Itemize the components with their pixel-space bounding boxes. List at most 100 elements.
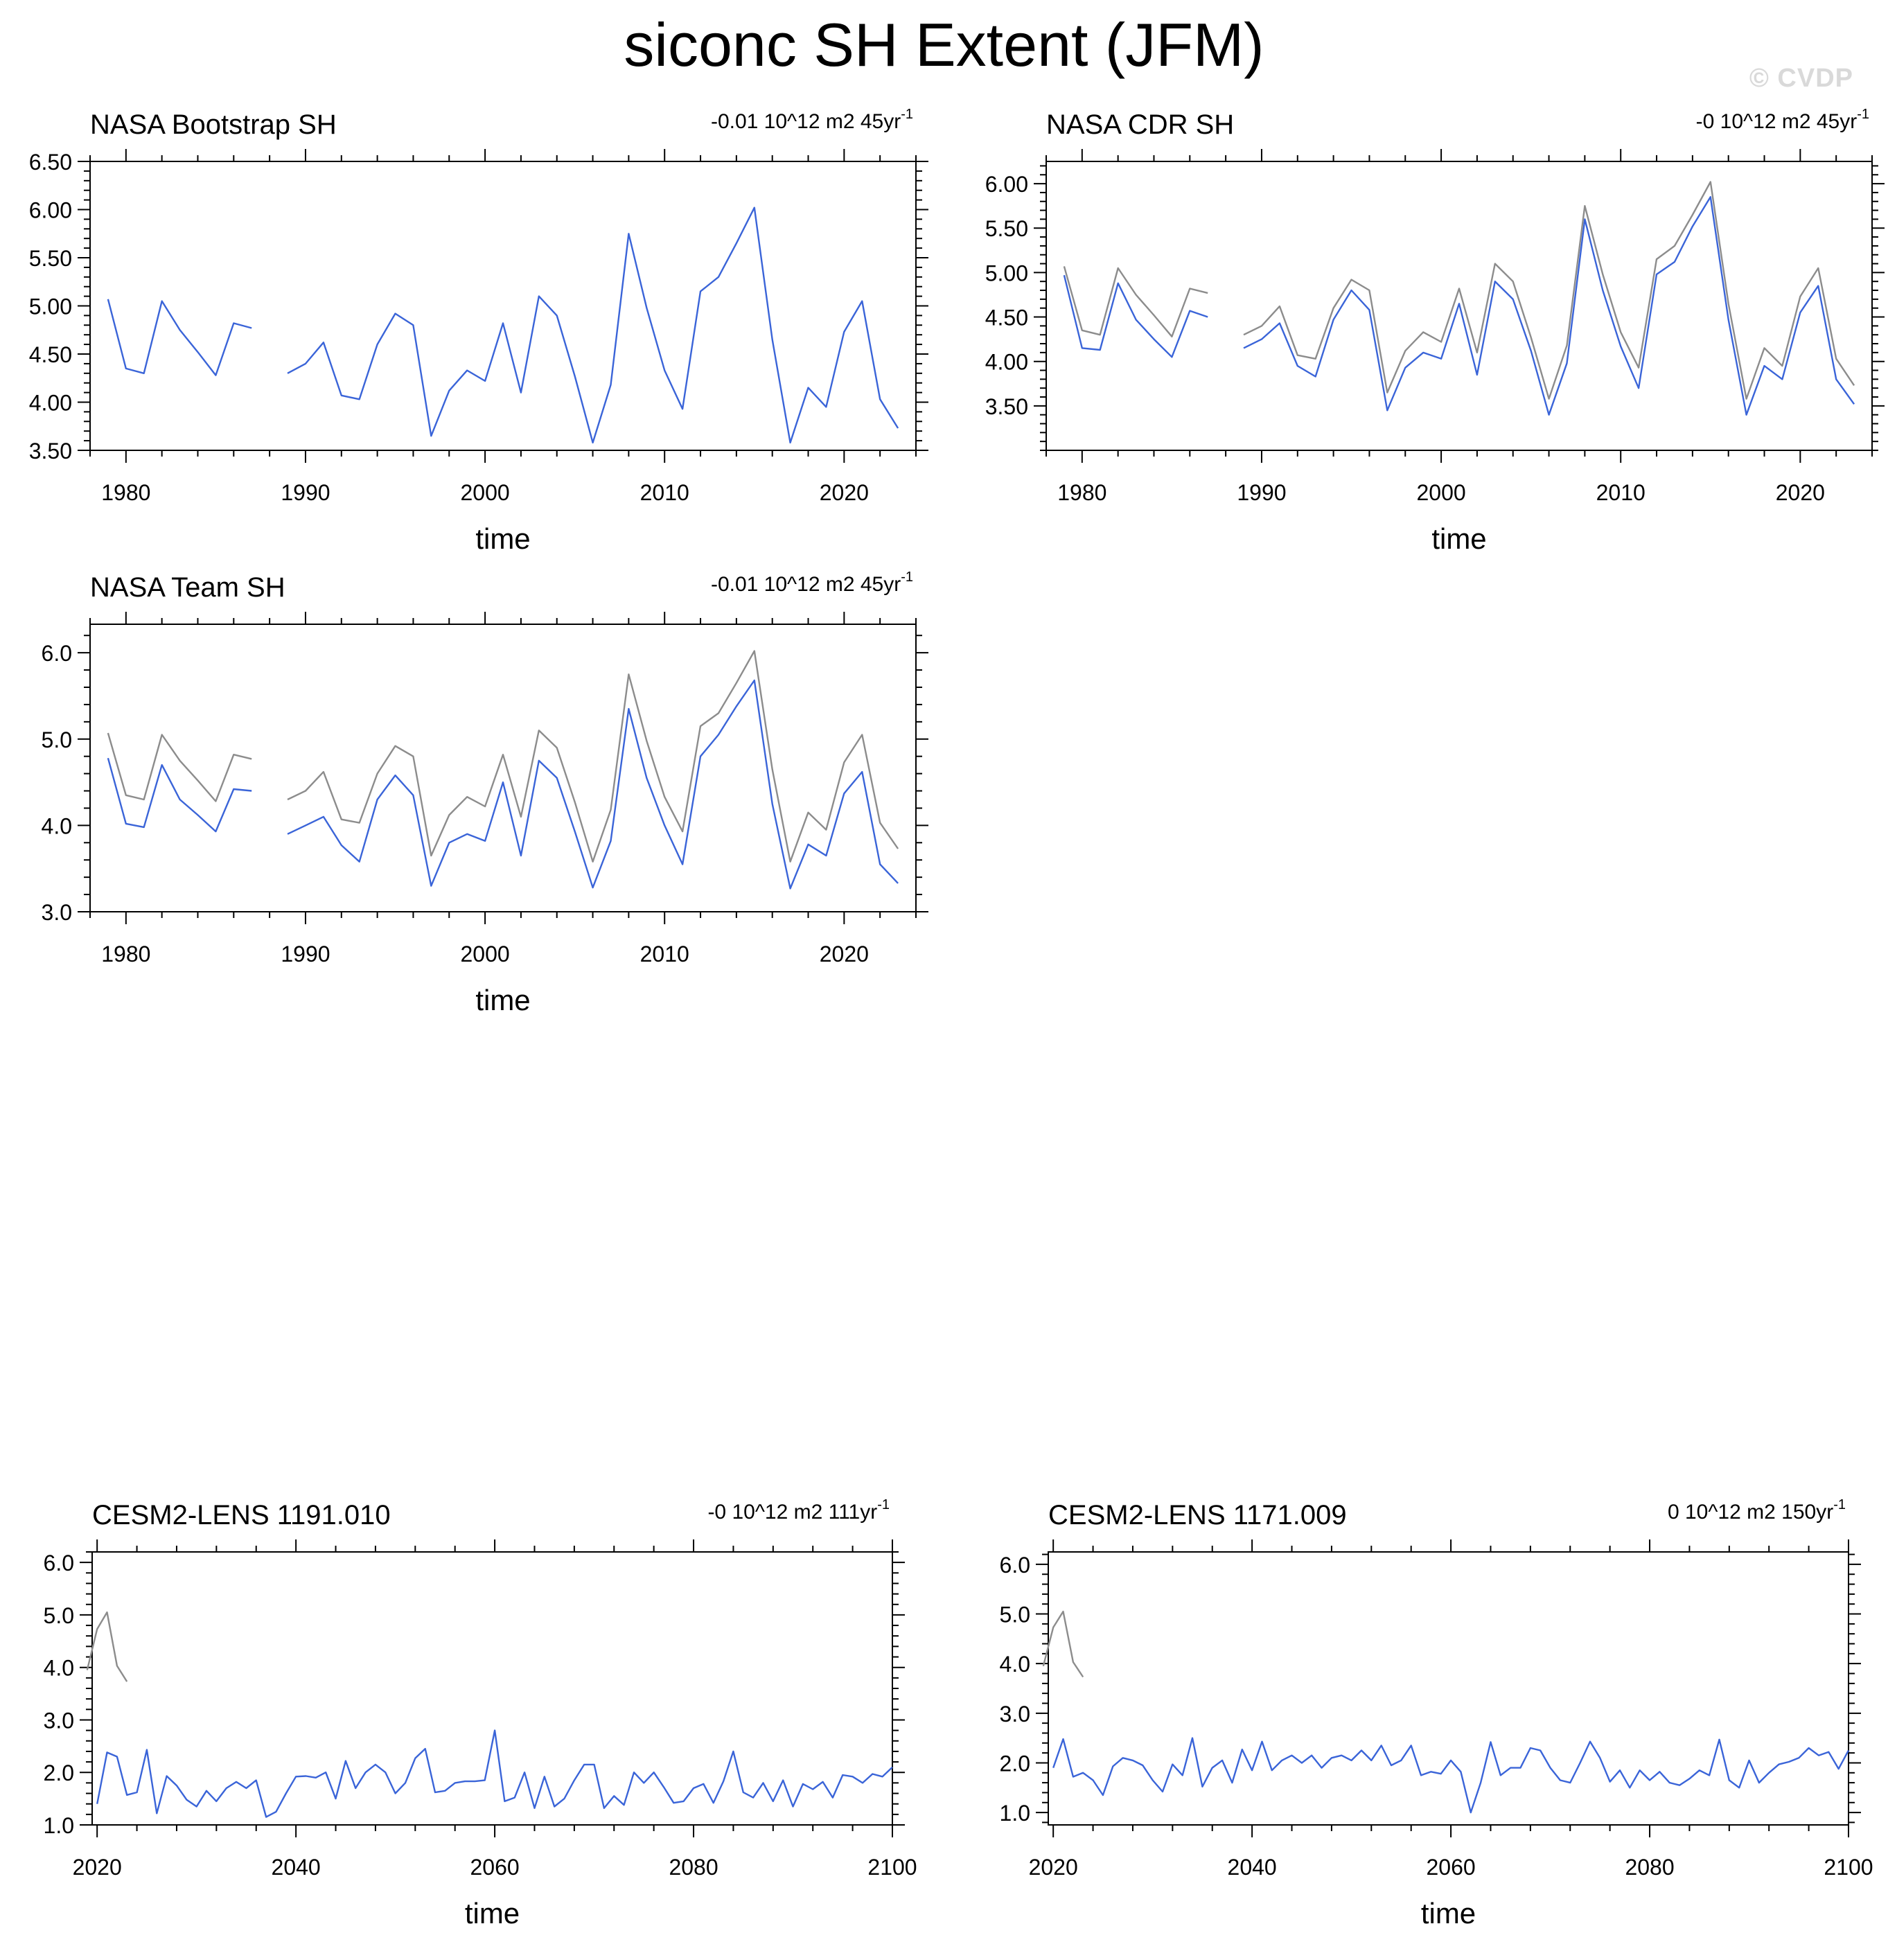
- x-tick-label: 1980: [101, 942, 150, 966]
- series-line-reference: [1042, 1610, 1084, 1678]
- y-tick-label: 1.0: [1000, 1801, 1030, 1826]
- y-tick-label: 2.0: [44, 1760, 74, 1785]
- series-line-model: [96, 1729, 893, 1818]
- series-line-model: [1052, 1737, 1850, 1814]
- y-tick-label: 5.0: [44, 1603, 74, 1628]
- x-tick-label: 2040: [1228, 1855, 1277, 1880]
- trend-label: -0.01 10^12 m2 45yr-1: [711, 107, 913, 133]
- y-tick-label: 5.0: [42, 727, 72, 752]
- y-tick-label: 1.0: [44, 1813, 74, 1838]
- y-tick-label: 5.50: [985, 216, 1028, 241]
- y-tick-label: 5.00: [985, 261, 1028, 285]
- x-tick-label: 2000: [460, 480, 509, 505]
- panel-title: NASA Team SH: [90, 572, 285, 603]
- x-tick-label: 2020: [820, 942, 869, 966]
- y-tick-label: 4.0: [42, 813, 72, 838]
- y-tick-label: 4.00: [29, 391, 72, 416]
- x-tick-label: 2040: [272, 1855, 321, 1880]
- x-tick-label: 2000: [460, 942, 509, 966]
- x-tick-label: 1990: [281, 942, 330, 966]
- y-tick-label: 6.00: [985, 172, 1028, 197]
- x-tick-label: 2100: [867, 1855, 917, 1880]
- y-tick-label: 6.0: [42, 641, 72, 666]
- y-tick-label: 3.50: [985, 394, 1028, 419]
- plot-frame: [89, 624, 917, 912]
- plot-frame: [1048, 1551, 1849, 1826]
- x-axis-label: time: [475, 984, 530, 1016]
- x-tick-label: 1980: [1057, 480, 1106, 505]
- trend-label: -0 10^12 m2 111yr-1: [707, 1497, 890, 1524]
- trend-exponent: -1: [901, 107, 913, 122]
- trend-exponent: -1: [877, 1497, 890, 1512]
- y-tick-label: 5.00: [29, 294, 72, 319]
- x-tick-label: 1990: [1237, 480, 1286, 505]
- series-line-obs: [107, 679, 899, 890]
- panel-cesm2-1191: CESM2-LENS 1191.010 -0 10^12 m2 111yr-1 1.…: [0, 1483, 928, 1960]
- y-tick-label: 4.0: [44, 1656, 74, 1681]
- figure-title: siconc SH Extent (JFM): [624, 10, 1264, 79]
- y-tick-label: 4.50: [985, 306, 1028, 330]
- x-tick-label: 2080: [669, 1855, 718, 1880]
- x-tick-label: 2100: [1824, 1855, 1873, 1880]
- x-tick-label: 2060: [470, 1855, 519, 1880]
- x-tick-label: 2000: [1416, 480, 1465, 505]
- panel-cesm2-1171: CESM2-LENS 1171.009 0 10^12 m2 150yr-1 1.0…: [956, 1483, 1885, 1960]
- x-tick-label: 2060: [1426, 1855, 1475, 1880]
- x-tick-label: 2020: [73, 1855, 122, 1880]
- trend-label: 0 10^12 m2 150yr-1: [1668, 1497, 1846, 1524]
- chart-cesm2-1191: CESM2-LENS 1191.010 -0 10^12 m2 111yr-1 1.…: [44, 1497, 917, 1930]
- watermark: © CVDP: [1749, 64, 1853, 93]
- series-line-reference: [86, 1611, 128, 1682]
- panel-title: NASA CDR SH: [1046, 109, 1234, 140]
- y-tick-label: 3.0: [1000, 1702, 1030, 1727]
- x-tick-label: 2080: [1625, 1855, 1674, 1880]
- trend-label: -0.01 10^12 m2 45yr-1: [711, 570, 913, 596]
- trend-exponent: -1: [901, 570, 913, 585]
- x-tick-label: 2020: [1029, 1855, 1078, 1880]
- y-tick-label: 6.50: [29, 150, 72, 175]
- panel-nasa-team: NASA Team SH -0.01 10^12 m2 45yr-1 3.0 4.0 5…: [0, 560, 928, 1031]
- y-tick-label: 4.0: [1000, 1652, 1030, 1677]
- x-tick-label: 2010: [640, 942, 689, 966]
- x-tick-label: 2010: [1596, 480, 1646, 505]
- y-tick-label: 6.0: [44, 1551, 74, 1575]
- x-tick-label: 1990: [281, 480, 330, 505]
- series-line-reference: [107, 650, 899, 863]
- x-axis-label: time: [1421, 1897, 1476, 1930]
- y-tick-label: 3.0: [44, 1708, 74, 1733]
- plot-frame: [1046, 161, 1873, 451]
- chart-cesm2-1171: CESM2-LENS 1171.009 0 10^12 m2 150yr-1 1.0…: [1000, 1497, 1873, 1930]
- plot-frame: [89, 161, 917, 451]
- x-tick-label: 2010: [640, 480, 689, 505]
- chart-nasa-bootstrap: NASA Bootstrap SH -0.01 10^12 m2 45yr-1 3.…: [29, 107, 928, 555]
- x-tick-label: 1980: [101, 480, 150, 505]
- panel-title: CESM2-LENS 1191.010: [92, 1500, 391, 1530]
- series-line-obs: [1063, 196, 1855, 416]
- x-axis-label: time: [1431, 522, 1486, 555]
- trend-exponent: -1: [1857, 107, 1869, 122]
- x-axis-label: time: [465, 1897, 520, 1930]
- y-tick-label: 3.0: [42, 900, 72, 925]
- y-tick-label: 6.0: [1000, 1553, 1030, 1578]
- y-tick-label: 6.00: [29, 198, 72, 223]
- series-line-obs: [107, 206, 899, 444]
- chart-nasa-cdr: NASA CDR SH -0 10^12 m2 45yr-1 3.50 4.00 4.5…: [985, 107, 1885, 555]
- panel-nasa-cdr: NASA CDR SH -0 10^12 m2 45yr-1 3.50 4.00 4.5…: [956, 97, 1885, 568]
- panel-title: CESM2-LENS 1171.009: [1048, 1500, 1347, 1530]
- x-tick-label: 2020: [1776, 480, 1825, 505]
- plot-frame: [91, 1551, 893, 1826]
- x-axis-label: time: [475, 522, 530, 555]
- y-tick-label: 4.00: [985, 350, 1028, 375]
- series-line-reference: [1063, 181, 1855, 400]
- y-tick-label: 5.0: [1000, 1603, 1030, 1627]
- trend-exponent: -1: [1833, 1497, 1846, 1512]
- y-tick-label: 2.0: [1000, 1751, 1030, 1776]
- chart-nasa-team: NASA Team SH -0.01 10^12 m2 45yr-1 3.0 4.0 5…: [42, 570, 928, 1016]
- panel-nasa-bootstrap: NASA Bootstrap SH -0.01 10^12 m2 45yr-1 3.…: [0, 97, 928, 568]
- trend-label: -0 10^12 m2 45yr-1: [1696, 107, 1869, 133]
- panel-title: NASA Bootstrap SH: [90, 109, 337, 140]
- y-tick-label: 3.50: [29, 439, 72, 463]
- y-tick-label: 5.50: [29, 246, 72, 271]
- y-tick-label: 4.50: [29, 342, 72, 367]
- x-tick-label: 2020: [820, 480, 869, 505]
